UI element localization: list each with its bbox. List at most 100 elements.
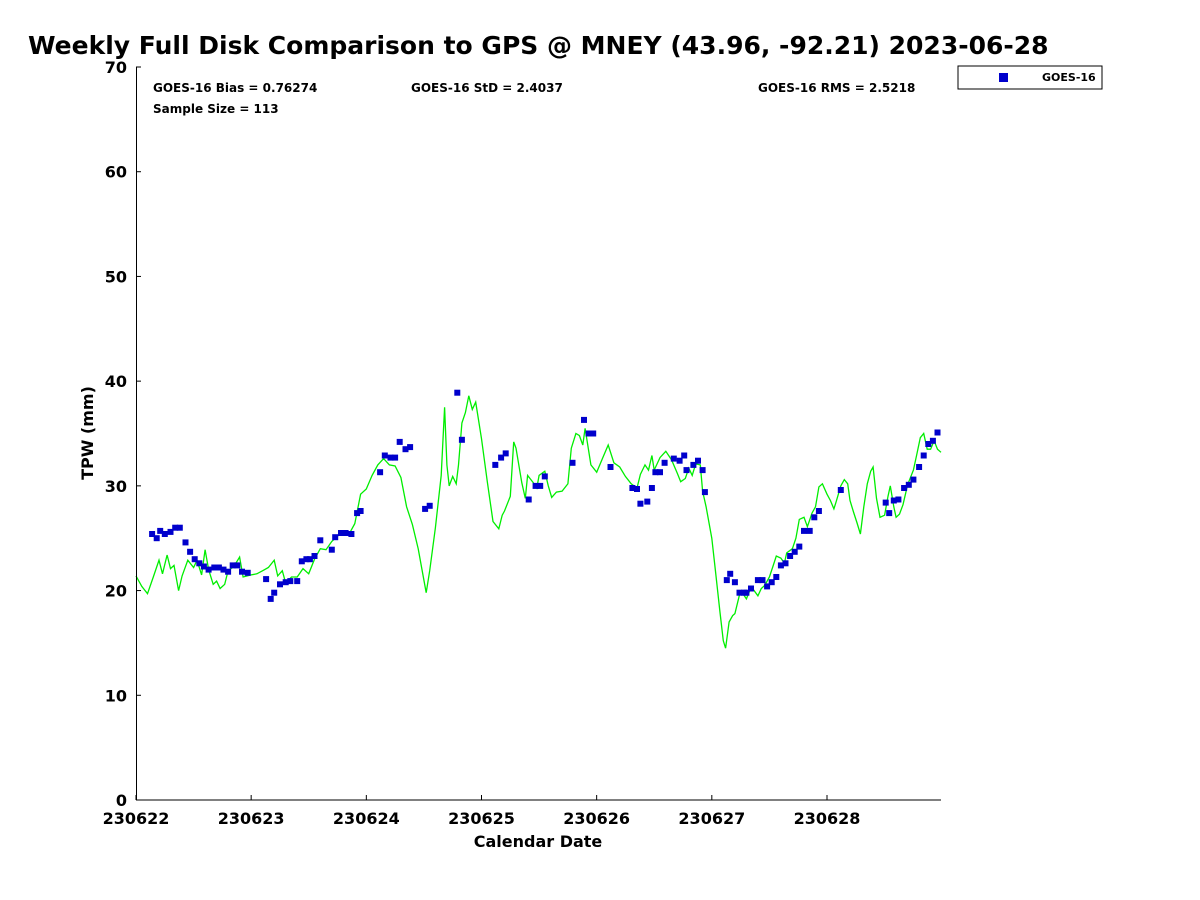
y-tick-label: 50	[105, 267, 127, 286]
goes16-point	[263, 576, 270, 583]
goes16-point	[585, 430, 592, 437]
goes16-point	[492, 461, 499, 468]
goes16-point	[934, 429, 941, 436]
goes16-point	[695, 457, 701, 464]
gps-series-line	[135, 395, 942, 649]
goes16-point	[205, 566, 212, 573]
y-tick-label: 20	[105, 582, 127, 601]
goes16-point	[699, 467, 706, 474]
goes16-point	[220, 566, 227, 573]
goes16-point	[723, 577, 730, 584]
goes16-point	[644, 498, 651, 505]
goes16-point	[815, 508, 822, 514]
goes16-point	[768, 579, 775, 586]
legend-label-goes16: GOES-16	[1042, 71, 1096, 84]
goes16-point	[271, 589, 278, 596]
y-tick-label: 10	[105, 686, 127, 705]
goes16-point	[890, 497, 897, 504]
goes16-point	[215, 564, 222, 571]
goes16-point	[701, 489, 708, 496]
goes16-point	[354, 510, 361, 517]
goes16-point	[731, 579, 738, 586]
goes16-point	[782, 560, 789, 567]
x-tick-label: 230626	[563, 809, 630, 828]
goes16-point	[229, 562, 236, 569]
goes16-point	[886, 510, 893, 517]
y-axis: 0 10 20 30 40 50 60 70	[105, 58, 141, 810]
goes16-point	[764, 583, 771, 590]
legend: GOES-16	[957, 65, 1103, 90]
goes16-point	[267, 595, 274, 602]
goes16-point	[392, 454, 399, 461]
x-tick-label: 230622	[103, 809, 170, 828]
sample-size-stat: Sample Size = 113	[153, 102, 279, 116]
goes16-point	[690, 461, 697, 468]
legend-marker-goes16	[999, 73, 1008, 82]
goes16-point	[426, 502, 433, 509]
goes16-point	[754, 577, 761, 584]
goes16-point	[670, 455, 677, 462]
goes16-point	[837, 487, 844, 493]
y-tick-label: 0	[116, 791, 127, 810]
plot-frame-left	[136, 67, 137, 800]
goes16-point	[172, 524, 179, 531]
y-axis-label: TPW (mm)	[78, 386, 97, 480]
goes16-point	[239, 568, 245, 575]
goes16-point	[381, 452, 388, 459]
goes16-point	[294, 578, 301, 585]
goes16-point	[634, 486, 640, 492]
goes16-point	[200, 563, 207, 570]
goes16-point	[338, 530, 344, 536]
goes16-point	[244, 569, 251, 576]
goes16-point	[773, 574, 780, 580]
std-stat: GOES-16 StD = 2.4037	[411, 81, 563, 95]
goes16-point	[569, 459, 576, 466]
goes16-point	[895, 496, 902, 503]
goes16-point	[537, 482, 544, 489]
goes16-point	[357, 508, 364, 514]
goes16-point	[377, 469, 384, 476]
plot-area	[135, 389, 942, 649]
goes16-point	[882, 499, 889, 506]
goes16-point	[801, 527, 807, 534]
goes16-point	[161, 531, 168, 537]
goes16-point	[348, 531, 355, 537]
y-tick-label: 40	[105, 372, 127, 391]
goes16-point	[925, 441, 932, 447]
goes16-point	[306, 556, 313, 563]
goes16-point	[920, 452, 927, 459]
goes16-point	[683, 467, 690, 474]
goes16-point	[736, 589, 743, 596]
goes16-point	[657, 469, 663, 476]
goes16-point	[277, 581, 283, 588]
goes16-point	[153, 535, 160, 542]
goes16-point	[652, 469, 659, 476]
goes16-point	[581, 416, 587, 423]
goes16-point	[311, 553, 318, 559]
goes16-point	[187, 548, 194, 555]
chart-title: Weekly Full Disk Comparison to GPS @ MNE…	[28, 31, 1049, 60]
goes16-point	[407, 444, 414, 451]
goes16-point	[191, 556, 198, 563]
legend-box	[957, 65, 1103, 90]
goes16-point	[182, 539, 189, 546]
goes16-point	[910, 476, 917, 483]
goes16-point	[929, 437, 936, 444]
goes16-point	[743, 589, 750, 596]
goes16-point	[402, 446, 409, 453]
goes16-point	[328, 546, 335, 553]
y-tick-label: 60	[105, 163, 127, 182]
goes16-point	[303, 556, 310, 563]
goes16-point	[287, 578, 294, 585]
goes16-point	[661, 459, 668, 466]
goes16-point	[648, 485, 655, 491]
goes16-point	[681, 452, 688, 459]
goes16-point	[607, 464, 614, 470]
x-tick-label: 230625	[448, 809, 515, 828]
goes16-point	[157, 527, 164, 534]
goes16-point	[498, 454, 505, 461]
x-tick-label: 230628	[794, 809, 861, 828]
goes16-point	[676, 457, 683, 464]
goes16-point	[458, 436, 465, 443]
goes16-point	[387, 454, 394, 461]
